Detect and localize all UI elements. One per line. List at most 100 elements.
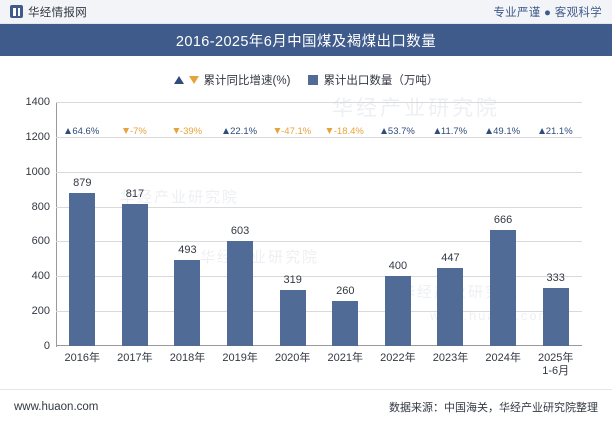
bar[interactable] [490, 229, 517, 346]
y-tick-label: 800 [31, 200, 50, 213]
bar-column[interactable]: 319 [266, 102, 319, 346]
bar-column[interactable]: 493 [161, 102, 214, 346]
bar-value-label: 260 [336, 284, 355, 297]
bar-value-label: 666 [493, 213, 513, 226]
legend-item-growth[interactable]: 累计同比增速(%) [173, 72, 291, 88]
bar-value-label: 400 [388, 260, 408, 273]
bar-column[interactable]: 879 [56, 102, 109, 346]
bar[interactable] [69, 192, 96, 346]
x-tick-label: 2023年 [432, 352, 469, 364]
y-tick-label: 200 [31, 305, 50, 318]
bar[interactable] [384, 276, 411, 346]
growth-value-label: 49.1% [493, 125, 521, 137]
growth-value-label: 53.7% [387, 125, 415, 137]
chart-legend: 累计同比增速(%) 累计出口数量（万吨） [0, 72, 612, 88]
gridline [56, 311, 582, 313]
y-tick-label: 400 [31, 270, 50, 283]
triangle-down-icon [274, 128, 281, 135]
bar[interactable] [174, 260, 201, 346]
x-tick-label: 2025年 1-6月 [537, 352, 574, 377]
bar-value-label: 603 [230, 224, 250, 237]
bar-value-label: 447 [441, 252, 460, 265]
growth-annotation: 21.1% [538, 125, 573, 137]
growth-value-label: -47.1% [281, 125, 312, 137]
triangle-up-icon [380, 128, 387, 135]
y-tick-label: 0 [43, 340, 50, 352]
x-tick-label: 2020年 [274, 352, 311, 364]
bar-column[interactable]: 603 [214, 102, 267, 346]
footer-website[interactable]: www.huaon.com [14, 400, 99, 413]
legend-label-growth: 累计同比增速(%) [203, 75, 291, 87]
bar-column[interactable]: 333 [529, 102, 582, 346]
triangle-up-icon [223, 128, 230, 135]
legend-swatch-bar [308, 75, 319, 85]
growth-annotation: 53.7% [380, 125, 415, 137]
bar[interactable] [121, 203, 148, 346]
brand-name: 华经情报网 [28, 6, 87, 19]
bar[interactable] [332, 300, 359, 346]
y-tick-label: 1000 [25, 165, 50, 178]
y-tick-label: 1200 [25, 130, 50, 143]
x-tick-label: 2017年 [117, 352, 153, 364]
brand-slogan: 专业严谨 ● 客观科学 [493, 6, 602, 19]
triangle-down-icon [122, 128, 129, 135]
bar[interactable] [279, 290, 306, 346]
bar-value-label: 817 [125, 187, 145, 200]
top-bar: 华经情报网 专业严谨 ● 客观科学 [0, 0, 612, 24]
triangle-down-icon [326, 128, 333, 135]
triangle-down-icon [188, 76, 199, 84]
bar[interactable] [542, 287, 569, 346]
gridline [56, 241, 582, 243]
plot-area: 0 200 400 600 800 1000 1200 1400 879 817 493 603 31… [26, 96, 582, 377]
x-tick-label: 2024年 [485, 352, 521, 364]
growth-annotation: 22.1% [223, 126, 257, 137]
growth-value-label: -7% [129, 125, 147, 137]
bar-column[interactable]: 400 [372, 102, 425, 346]
x-tick-label: 2016年 [64, 352, 101, 364]
bar-value-label: 493 [178, 244, 197, 257]
bar-column[interactable]: 817 [109, 102, 162, 346]
growth-value-label: 21.1% [545, 125, 573, 137]
bar-column[interactable]: 666 [477, 102, 530, 346]
gridline [56, 276, 582, 278]
footer-source: 数据来源：中国海关，华经产业研究院整理 [389, 401, 598, 414]
bar[interactable] [227, 240, 254, 346]
triangle-up-icon [538, 128, 545, 135]
bar-column[interactable]: 447 [424, 102, 477, 346]
chart-area: 累计同比增速(%) 累计出口数量（万吨） 华经产业研究院 华经产业研究院 华经产… [0, 56, 612, 386]
logo-icon [10, 5, 23, 18]
triangle-up-icon [173, 76, 184, 84]
legend-label-value: 累计出口数量（万吨） [323, 75, 439, 87]
bar-value-label: 333 [546, 271, 565, 284]
x-tick-label: 2018年 [169, 352, 206, 364]
growth-value-label: 22.1% [230, 125, 258, 137]
y-tick-label: 1400 [25, 96, 50, 108]
brand[interactable]: 华经情报网 [10, 4, 87, 20]
legend-item-value[interactable]: 累计出口数量（万吨） [308, 72, 438, 88]
growth-value-label: 11.7% [440, 125, 468, 137]
growth-annotation: -18.4% [326, 125, 364, 137]
bar-column[interactable]: 260 [319, 102, 372, 346]
bar-value-label: 879 [73, 176, 92, 189]
y-tick-label: 600 [31, 235, 50, 248]
page-title: 2016-2025年6月中国煤及褐煤出口数量 [175, 33, 437, 50]
growth-annotation: -7% [122, 125, 147, 137]
gridline [56, 171, 582, 173]
x-tick-label: 2022年 [380, 352, 416, 364]
gridline [56, 136, 582, 138]
growth-value-label: -39% [179, 125, 203, 137]
growth-value-label: -18.4% [333, 125, 364, 137]
growth-annotation: 64.6% [65, 126, 99, 137]
growth-annotation: 11.7% [433, 125, 468, 137]
triangle-up-icon [65, 128, 72, 135]
growth-annotation: 49.1% [486, 126, 520, 137]
bar-series: 879 817 493 603 319 260 400 447 666 333 [56, 102, 582, 346]
x-tick-label: 2021年 [327, 352, 364, 364]
chart-title-band: 2016-2025年6月中国煤及褐煤出口数量 [0, 24, 612, 56]
bar[interactable] [437, 268, 464, 346]
y-axis [56, 102, 57, 347]
triangle-down-icon [172, 128, 179, 135]
growth-annotation: -47.1% [274, 126, 311, 137]
x-tick-label: 2019年 [222, 352, 258, 364]
